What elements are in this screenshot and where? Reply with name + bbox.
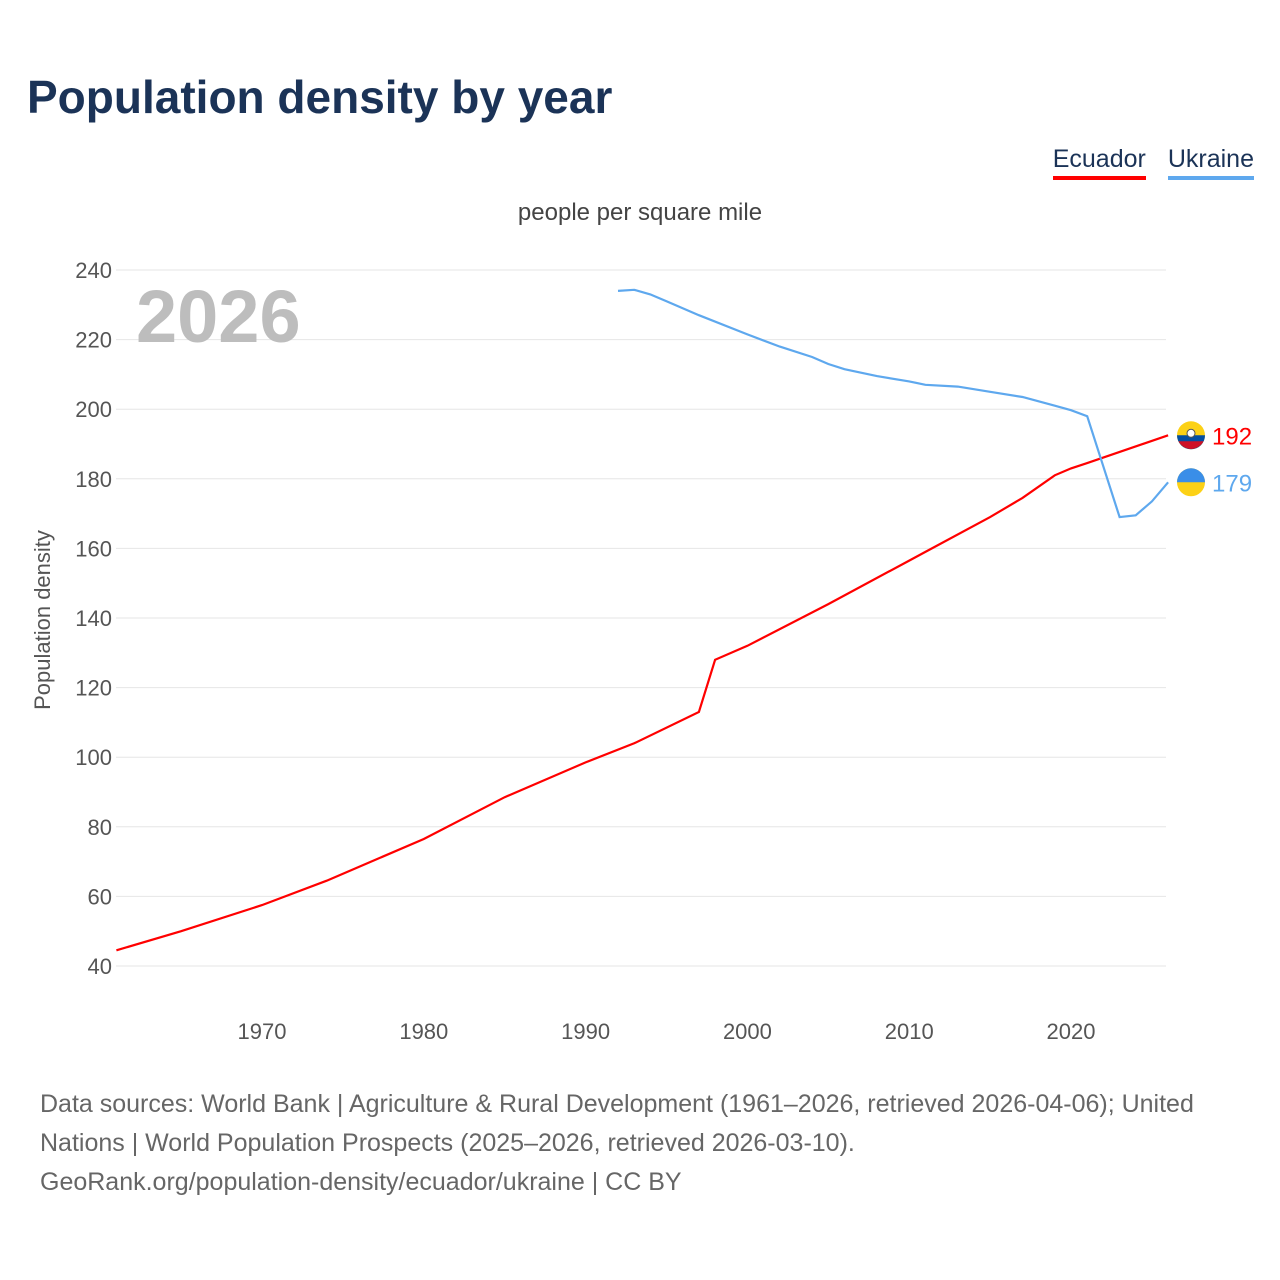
chart-subtitle: people per square mile xyxy=(517,199,763,226)
y-tick-label: 160 xyxy=(75,536,112,561)
flag-band xyxy=(1177,468,1205,483)
legend: Ecuador Ukraine xyxy=(1052,145,1254,180)
x-tick-label: 1970 xyxy=(238,1019,287,1044)
x-tick-label: 2020 xyxy=(1047,1019,1096,1044)
x-tick-label: 2010 xyxy=(885,1019,934,1044)
year-label: 2026 xyxy=(136,275,301,358)
flag-band xyxy=(1178,441,1204,449)
y-tick-label: 120 xyxy=(75,676,112,701)
y-tick-label: 180 xyxy=(75,467,112,492)
end-label-ecuador: 192 xyxy=(1212,423,1252,450)
x-tick-label: 2000 xyxy=(723,1019,772,1044)
y-tick-label: 100 xyxy=(75,745,112,770)
plot-area: 40 60 80 100 120 140 160 180 200 220 240 1970 1980 19… xyxy=(30,258,1252,1044)
y-tick-label: 40 xyxy=(88,954,112,979)
y-tick-label: 60 xyxy=(88,884,112,909)
y-tick-label: 140 xyxy=(75,606,112,631)
page-title: Population density by year xyxy=(27,71,613,123)
y-tick-label: 80 xyxy=(88,815,112,840)
y-axis-label: Population density xyxy=(30,530,55,710)
y-tick-label: 240 xyxy=(75,258,112,283)
x-tick-label: 1980 xyxy=(399,1019,448,1044)
end-label-ukraine: 179 xyxy=(1212,470,1252,497)
x-tick-label: 1990 xyxy=(561,1019,610,1044)
series-line-ukraine xyxy=(617,288,1169,519)
source-link[interactable]: GeoRank.org/population-density/ecuador/u… xyxy=(40,1168,682,1196)
source-line: Data sources: World Bank | Agriculture &… xyxy=(40,1090,1194,1157)
series-line-ecuador xyxy=(116,434,1169,952)
y-tick-label: 220 xyxy=(75,328,112,353)
legend-ecuador[interactable]: Ecuador xyxy=(1052,145,1146,180)
legend-ukraine[interactable]: Ukraine xyxy=(1167,145,1254,180)
flag-emblem xyxy=(1186,428,1196,438)
y-tick-label: 200 xyxy=(75,397,112,422)
source-note: Data sources: World Bank | Agriculture &… xyxy=(40,1085,1250,1202)
